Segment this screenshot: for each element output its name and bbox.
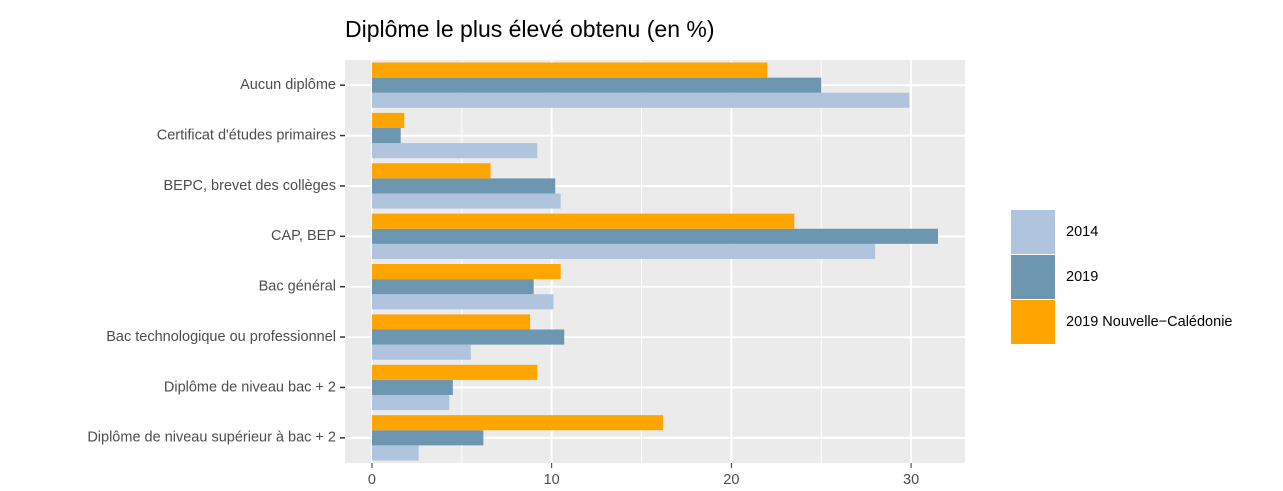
bar bbox=[371, 329, 565, 345]
bar bbox=[371, 193, 561, 209]
x-tick-label: 10 bbox=[544, 472, 560, 488]
legend-label: 2014 bbox=[1066, 224, 1098, 240]
y-tick-label: Bac général bbox=[259, 279, 336, 295]
bar bbox=[371, 415, 664, 431]
y-tick-label: Diplôme de niveau supérieur à bac + 2 bbox=[87, 430, 336, 446]
legend-label: 2019 bbox=[1066, 269, 1098, 285]
y-tick-label: CAP, BEP bbox=[271, 228, 336, 244]
bar bbox=[371, 364, 538, 380]
bar bbox=[371, 112, 405, 129]
legend-key bbox=[1011, 210, 1055, 254]
x-tick-label: 20 bbox=[723, 472, 739, 488]
y-tick-label: BEPC, brevet des collèges bbox=[164, 178, 336, 194]
legend-key bbox=[1011, 300, 1055, 344]
chart-title: Diplôme le plus élevé obtenu (en %) bbox=[345, 16, 714, 42]
bar bbox=[371, 294, 554, 310]
y-tick-label: Aucun diplôme bbox=[240, 77, 336, 93]
bar bbox=[371, 243, 876, 259]
bar bbox=[371, 379, 453, 395]
bar bbox=[371, 228, 939, 244]
x-tick-label: 30 bbox=[903, 472, 919, 488]
bar bbox=[371, 178, 556, 194]
bar bbox=[371, 213, 795, 229]
bar bbox=[371, 344, 471, 360]
bar bbox=[371, 264, 561, 280]
bar bbox=[371, 445, 419, 461]
y-tick-label: Certificat d'études primaires bbox=[157, 127, 336, 143]
bar bbox=[371, 394, 450, 411]
y-tick-label: Diplôme de niveau bac + 2 bbox=[164, 379, 336, 395]
bar bbox=[371, 143, 538, 159]
bar bbox=[371, 430, 484, 446]
y-tick-label: Bac technologique ou professionnel bbox=[106, 329, 336, 345]
bar bbox=[371, 92, 910, 108]
legend-key bbox=[1011, 255, 1055, 299]
bar bbox=[371, 128, 401, 144]
bar bbox=[371, 279, 534, 295]
bar bbox=[371, 163, 491, 179]
x-tick-label: 0 bbox=[368, 472, 376, 488]
legend-label: 2019 Nouvelle−Calédonie bbox=[1066, 314, 1232, 330]
bar bbox=[371, 62, 768, 78]
bar bbox=[371, 314, 531, 330]
bar bbox=[371, 77, 822, 93]
